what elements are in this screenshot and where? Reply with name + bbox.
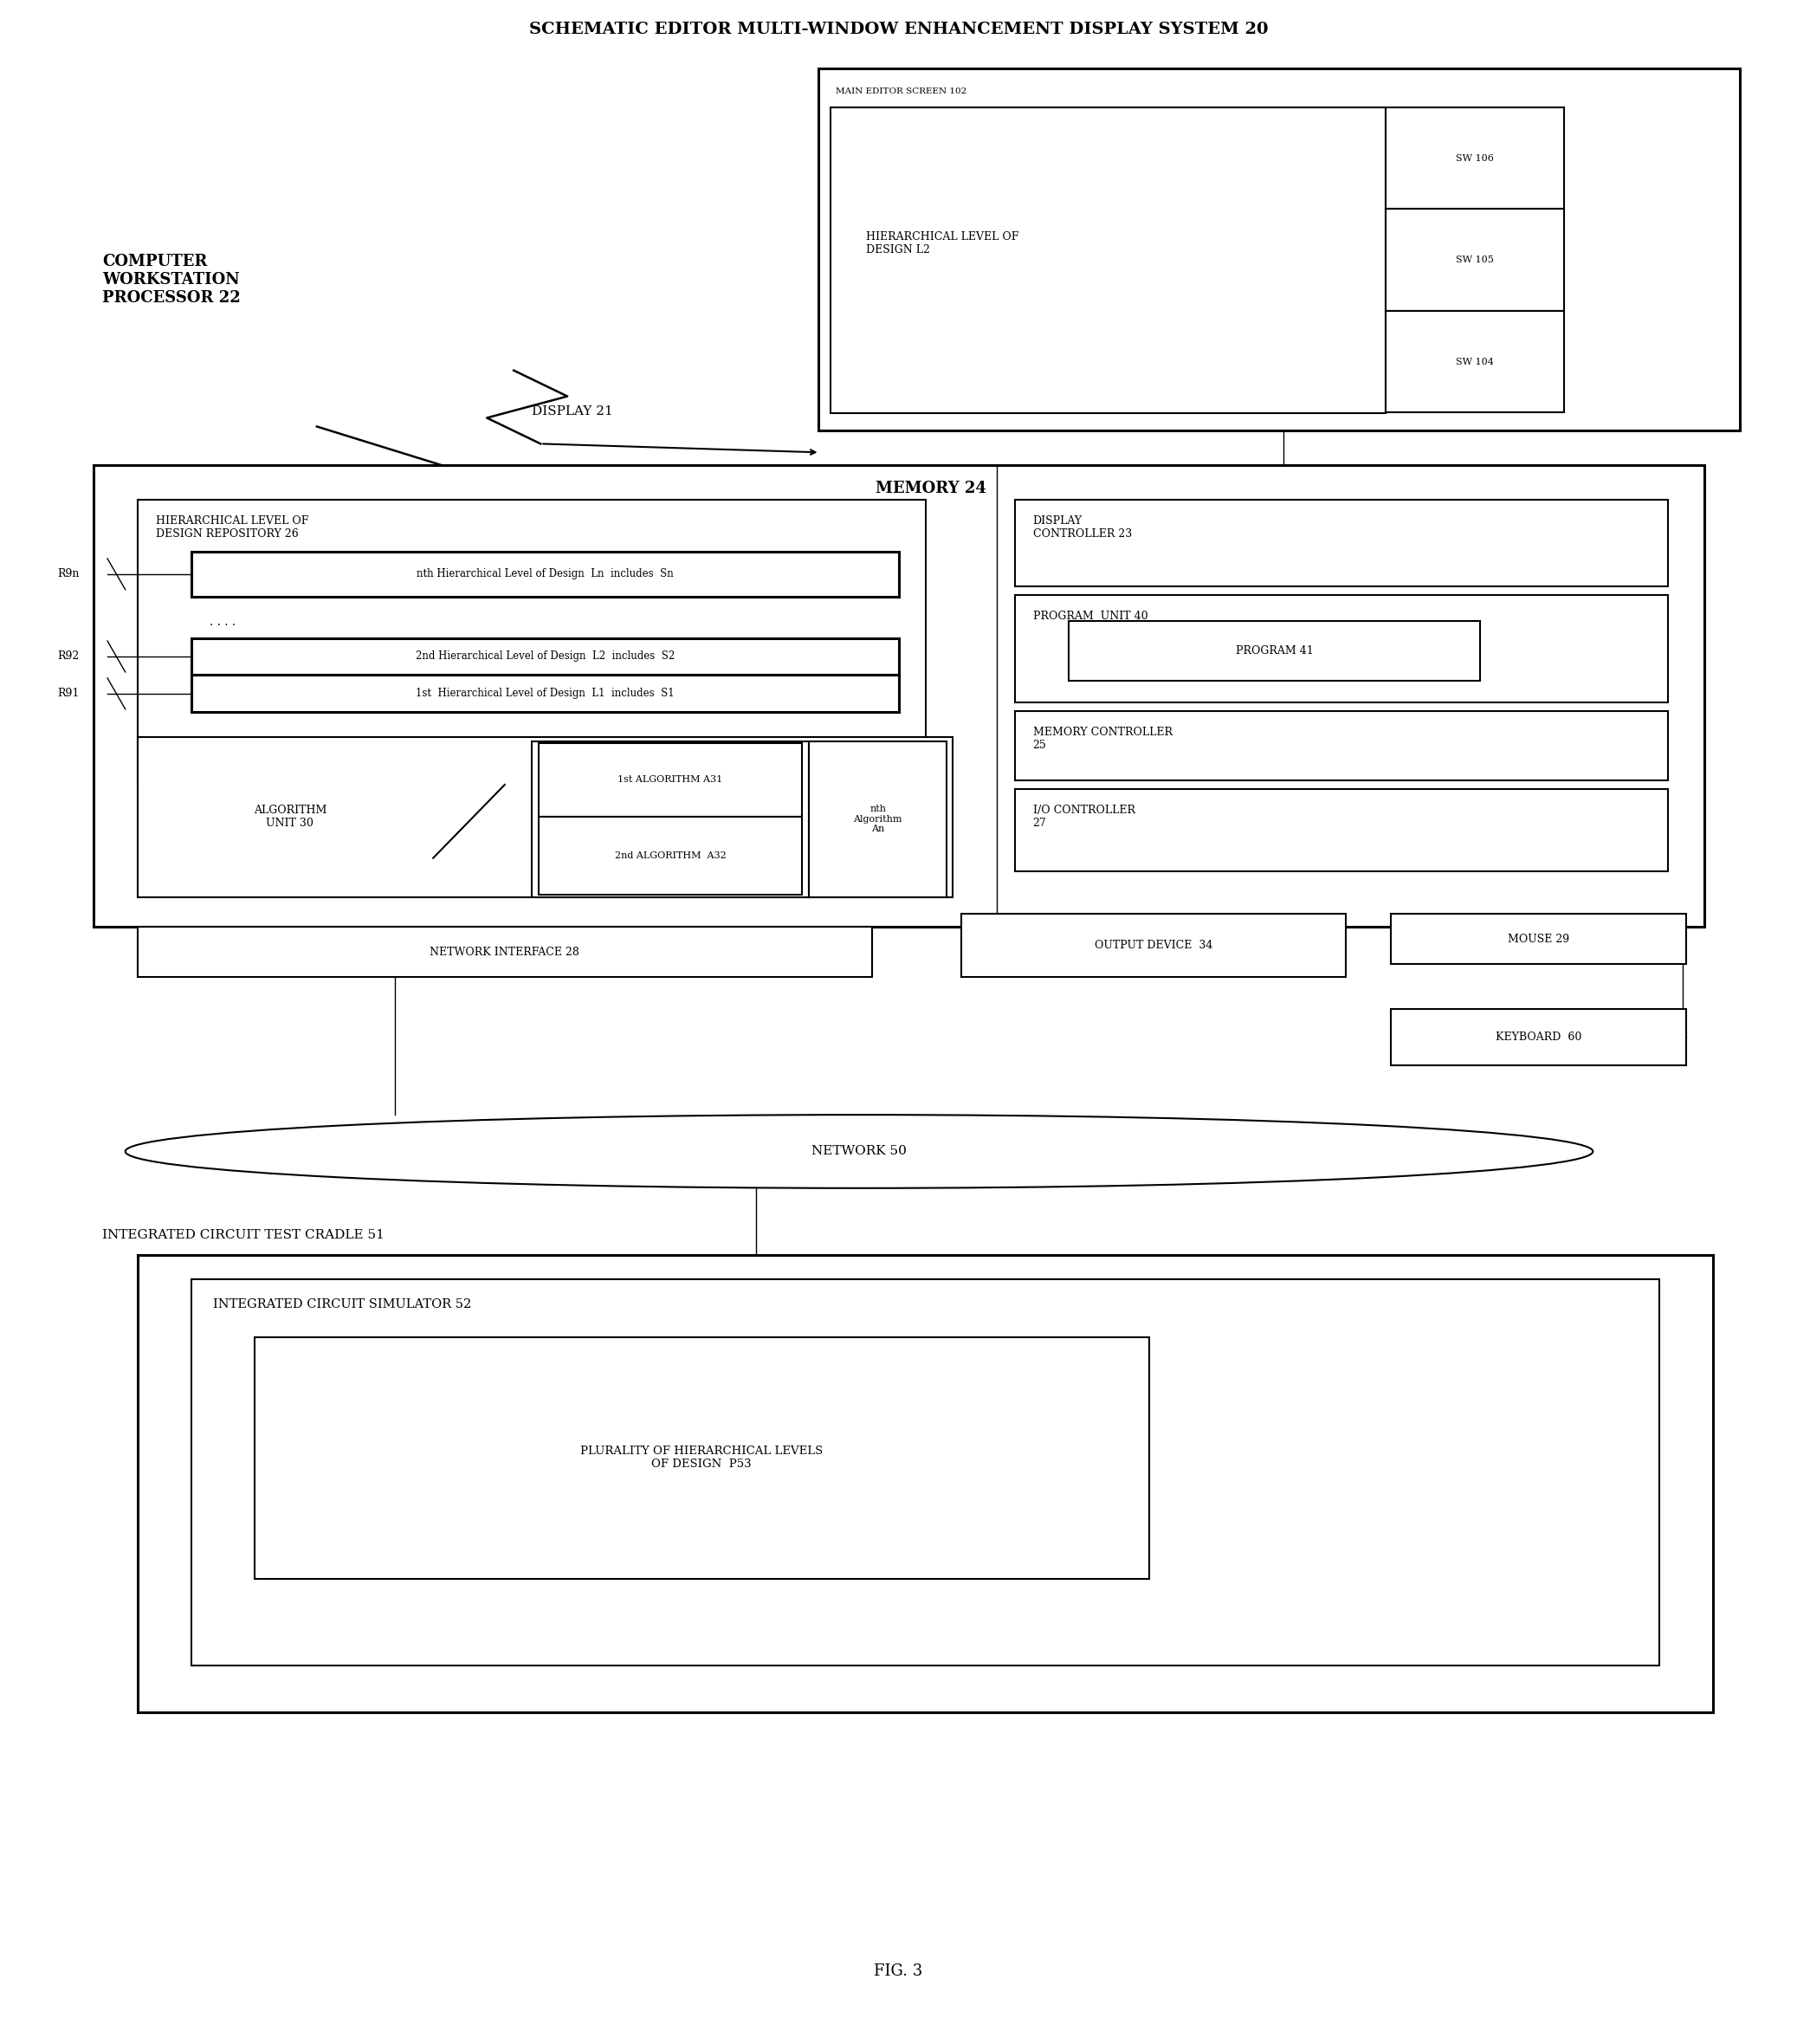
Ellipse shape [126,1114,1592,1188]
Text: HIERARCHICAL LEVEL OF
DESIGN L2: HIERARCHICAL LEVEL OF DESIGN L2 [866,231,1019,256]
Text: SCHEMATIC EDITOR MULTI-WINDOW ENHANCEMENT DISPLAY SYSTEM 20: SCHEMATIC EDITOR MULTI-WINDOW ENHANCEMEN… [528,22,1269,37]
Text: FIG. 3: FIG. 3 [873,1964,924,1979]
Text: 1st ALGORITHM A31: 1st ALGORITHM A31 [618,775,722,785]
Bar [539,818,801,895]
Text: nth Hierarchical Level of Design  Ln  includes  Sn: nth Hierarchical Level of Design Ln incl… [417,568,674,580]
Bar [1391,914,1686,965]
Bar [138,501,925,785]
Bar [1385,311,1565,413]
Text: DISPLAY
CONTROLLER 23: DISPLAY CONTROLLER 23 [1033,515,1132,540]
Text: OUTPUT DEVICE  34: OUTPUT DEVICE 34 [1094,940,1213,950]
Bar [253,1337,1148,1578]
Bar [192,1280,1659,1666]
Text: MEMORY CONTROLLER
25: MEMORY CONTROLLER 25 [1033,728,1172,750]
Bar [1015,711,1668,781]
Text: MOUSE 29: MOUSE 29 [1508,934,1569,944]
Bar [830,106,1385,413]
Text: MEMORY 24: MEMORY 24 [875,480,987,497]
Text: PROGRAM  UNIT 40: PROGRAM UNIT 40 [1033,611,1148,621]
Bar [539,744,801,818]
Bar [138,738,952,897]
Text: . . . .: . . . . [210,615,235,628]
Bar [809,742,947,897]
Text: NETWORK INTERFACE 28: NETWORK INTERFACE 28 [429,946,580,959]
Text: R92: R92 [58,650,79,662]
Text: COMPUTER
WORKSTATION
PROCESSOR 22: COMPUTER WORKSTATION PROCESSOR 22 [102,253,241,305]
Bar [1069,621,1481,681]
Text: 2nd Hierarchical Level of Design  L2  includes  S2: 2nd Hierarchical Level of Design L2 incl… [415,650,674,662]
Text: R9n: R9n [58,568,79,580]
Bar [1015,501,1668,587]
Bar [1385,208,1565,311]
Text: MAIN EDITOR SCREEN 102: MAIN EDITOR SCREEN 102 [836,88,967,96]
Bar [93,466,1704,928]
Text: DISPLAY 21: DISPLAY 21 [532,405,613,417]
Bar [1015,595,1668,703]
Text: I/O CONTROLLER
27: I/O CONTROLLER 27 [1033,805,1136,828]
Text: R91: R91 [58,689,79,699]
Text: KEYBOARD  60: KEYBOARD 60 [1495,1032,1581,1042]
Text: INTEGRATED CIRCUIT TEST CRADLE 51: INTEGRATED CIRCUIT TEST CRADLE 51 [102,1228,385,1241]
Bar [192,552,898,597]
Bar [138,1255,1713,1713]
Text: 2nd ALGORITHM  A32: 2nd ALGORITHM A32 [615,850,726,861]
Bar [818,67,1739,431]
Text: HIERARCHICAL LEVEL OF
DESIGN REPOSITORY 26: HIERARCHICAL LEVEL OF DESIGN REPOSITORY … [156,515,309,540]
Text: NETWORK 50: NETWORK 50 [812,1145,907,1157]
Text: INTEGRATED CIRCUIT SIMULATOR 52: INTEGRATED CIRCUIT SIMULATOR 52 [214,1298,471,1310]
Bar [1015,789,1668,871]
Text: SW 106: SW 106 [1456,153,1493,161]
Bar [192,675,898,711]
Text: ALGORITHM
UNIT 30: ALGORITHM UNIT 30 [253,805,327,830]
Text: SW 104: SW 104 [1456,358,1493,366]
Text: PROGRAM 41: PROGRAM 41 [1236,646,1314,656]
Bar [532,742,809,897]
Bar [1385,106,1565,208]
Text: PLURALITY OF HIERARCHICAL LEVELS
OF DESIGN  P53: PLURALITY OF HIERARCHICAL LEVELS OF DESI… [580,1445,823,1470]
Bar [192,638,898,675]
Text: SW 105: SW 105 [1456,256,1493,264]
Text: nth
Algorithm
An: nth Algorithm An [854,805,902,834]
Bar [1391,1010,1686,1065]
Text: 1st  Hierarchical Level of Design  L1  includes  S1: 1st Hierarchical Level of Design L1 incl… [415,689,674,699]
Bar [138,928,872,977]
Bar [961,914,1346,977]
